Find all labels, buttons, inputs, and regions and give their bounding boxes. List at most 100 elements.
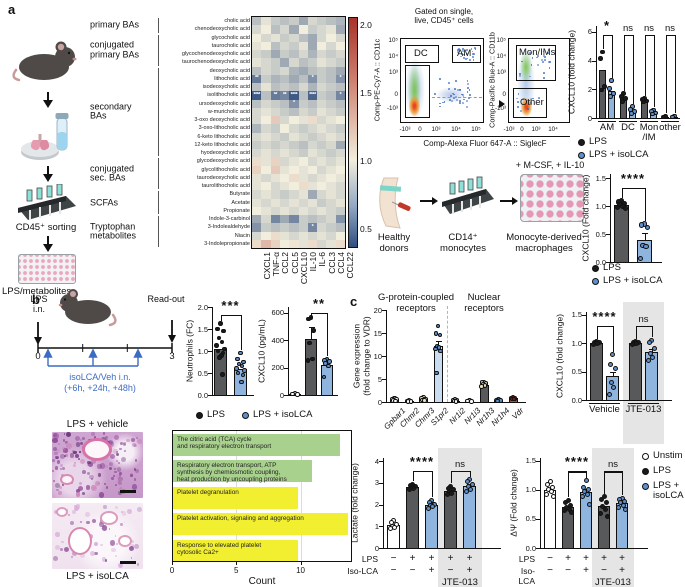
heatmap-row-label: Butyrate [229,191,250,198]
tissue-speckle [104,559,108,562]
heatmap-cell [289,182,299,191]
tissue-speckle [102,432,106,435]
scatter-dot [517,93,520,96]
y-tick-label: 4 [374,456,379,466]
x-axis-title: Count [248,576,276,587]
data-point [235,370,241,376]
data-point [238,350,243,356]
scatter-dot [452,92,454,95]
heatmap-cell [335,132,346,142]
scatter-dot [548,61,551,63]
flow-gate [405,45,439,63]
tissue-speckle [128,545,134,551]
legend-label: Unstim [653,450,683,461]
heatmap-cell [298,190,309,199]
data-point [609,78,614,83]
heatmap-cell [317,124,327,133]
alveolus-structure [118,535,132,547]
heatmap-cell [270,124,281,133]
heatmap-cell [270,140,281,150]
heatmap-cell [335,182,346,191]
tissue-speckle [64,442,67,445]
y-axis-title: ΔΨ (Fold change) [508,469,519,537]
heatmap-cell [307,66,318,76]
heatmap-cell [289,99,299,109]
y-tick [592,89,596,91]
heatmap-cell [261,33,272,43]
legend-dot [578,139,585,146]
factor-cell: + [583,553,589,564]
data-point [622,205,629,212]
heatmap-cell [307,50,318,59]
tissue-speckle [105,465,108,468]
heatmap-cell [326,99,337,109]
heatmap-cell [252,41,262,51]
heatmap-cell [335,58,346,67]
tissue-speckle [133,478,137,481]
scatter-dot [541,61,544,63]
heatmap-row-label: Niacin [234,232,250,239]
heatmap-cell [279,231,290,241]
tissue-speckle [114,467,117,470]
data-point [295,392,300,397]
heatmap-cell [261,206,272,216]
flow-y-tick: -10³ [494,105,506,112]
data-point [305,358,310,363]
tissue-speckle [114,435,120,441]
tissue-speckle [114,483,117,486]
data-point [392,524,398,530]
gridline [300,431,302,561]
heatmap-significance: **** [309,91,316,98]
scatter-dot [541,58,543,61]
data-point [433,346,438,352]
data-point [623,96,628,101]
tissue-speckle [110,476,115,481]
blood-draw-arm-icon [379,177,411,229]
data-point [562,508,568,514]
heatmap-cell [279,58,290,67]
factor-cell: + [466,553,473,564]
down-arrow-icon [43,92,53,108]
scatter-dot [466,106,469,108]
heatmap-cell [317,223,327,232]
heatmap-cell [279,83,290,92]
tissue-speckle [87,462,93,468]
data-point [634,341,640,347]
data-point [387,526,393,532]
flow-gating-note: Gated on single, live, CD45⁺ cells [414,7,474,25]
bar [599,69,606,118]
plot-frame [172,430,352,562]
gpcr-header: G-protein-coupled receptors [377,292,455,314]
data-point [584,491,590,497]
data-point [604,513,610,519]
scatter-dot [466,83,469,86]
scatter-dot [530,64,533,66]
gate-divider-line [432,97,482,98]
y-tick-label: 1.0 [525,485,536,495]
sig-bracket [623,34,633,36]
scatter-dot [471,50,474,53]
sig-bracket [602,34,612,36]
alveolus-structure [56,507,68,517]
heatmap-significance: ** [255,75,259,82]
x-tick [172,562,173,565]
scatter-dot [461,48,464,51]
error-bar-cap [610,371,616,373]
tissue-speckle [119,474,122,477]
scatter-dot [456,99,459,102]
data-point [406,486,412,492]
data-point [239,379,244,385]
tissue-speckle [76,504,81,509]
heatmap-cell [279,41,290,51]
heatmap-cell [261,41,272,51]
scatter-dot [471,52,474,55]
flow-x-tick: 0 [520,126,524,133]
sig-bracket [602,34,604,49]
heatmap-cell [326,50,337,59]
legend-label: LPS + isoLCA [253,409,313,420]
heatmap-cell [307,99,318,109]
data-point [604,500,609,506]
error-bar-cap [435,340,442,342]
tissue-speckle [91,432,95,436]
heatmap-cell [279,190,290,199]
